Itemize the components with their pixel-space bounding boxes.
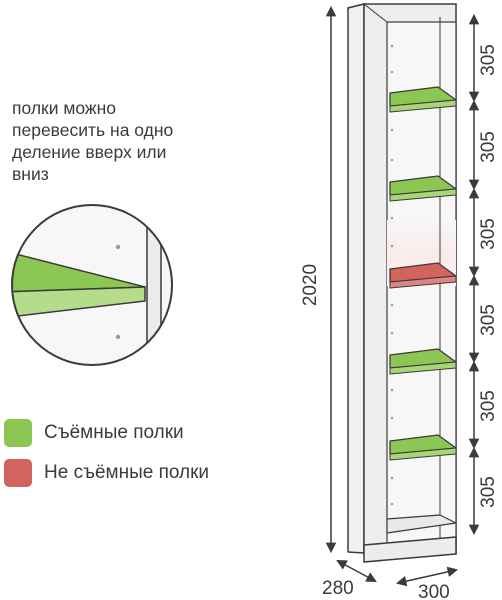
shelf-4-removable (389, 348, 457, 375)
spacing-label-4: 305 (478, 304, 499, 336)
shelf-note: полки можно перевесить на одно деление в… (12, 97, 222, 185)
spacing-label-1: 305 (478, 44, 499, 76)
height-dimension: 2020 (300, 5, 337, 554)
spacing-label-5: 305 (478, 390, 499, 422)
legend-label-removable: Съёмные полки (44, 422, 184, 443)
height-label: 2020 (300, 264, 321, 306)
shelf-2-removable (389, 175, 457, 202)
depth-label: 280 (322, 578, 354, 599)
spacing-label-2: 305 (478, 131, 499, 163)
legend-swatch-green (4, 419, 32, 447)
note-line-2: перевесить на одно (12, 120, 174, 140)
bookcase (347, 3, 457, 563)
legend-fixed-shelves: Не съёмные полки (4, 458, 209, 488)
legend-label-fixed: Не съёмные полки (44, 462, 210, 483)
note-line-4: вниз (12, 164, 49, 184)
note-line-1: полки можно (12, 98, 117, 118)
zoom-detail (11, 204, 173, 366)
shelf-3-fixed (389, 262, 457, 289)
depth-dimension: 280 (322, 560, 377, 599)
width-label: 300 (418, 582, 450, 600)
legend-removable-shelves: Съёмные полки (4, 418, 184, 448)
width-dimension: 300 (395, 566, 459, 600)
legend-swatch-red (4, 459, 32, 487)
spacing-label-3: 305 (478, 218, 499, 250)
spacing-label-6: 305 (478, 476, 499, 508)
shelf-1-removable (389, 86, 457, 113)
note-line-3: деление вверх или (12, 142, 167, 162)
shelf-spacing-dimensions: 305 305 305 305 305 305 (468, 13, 499, 536)
shelf-5-removable (389, 434, 457, 461)
